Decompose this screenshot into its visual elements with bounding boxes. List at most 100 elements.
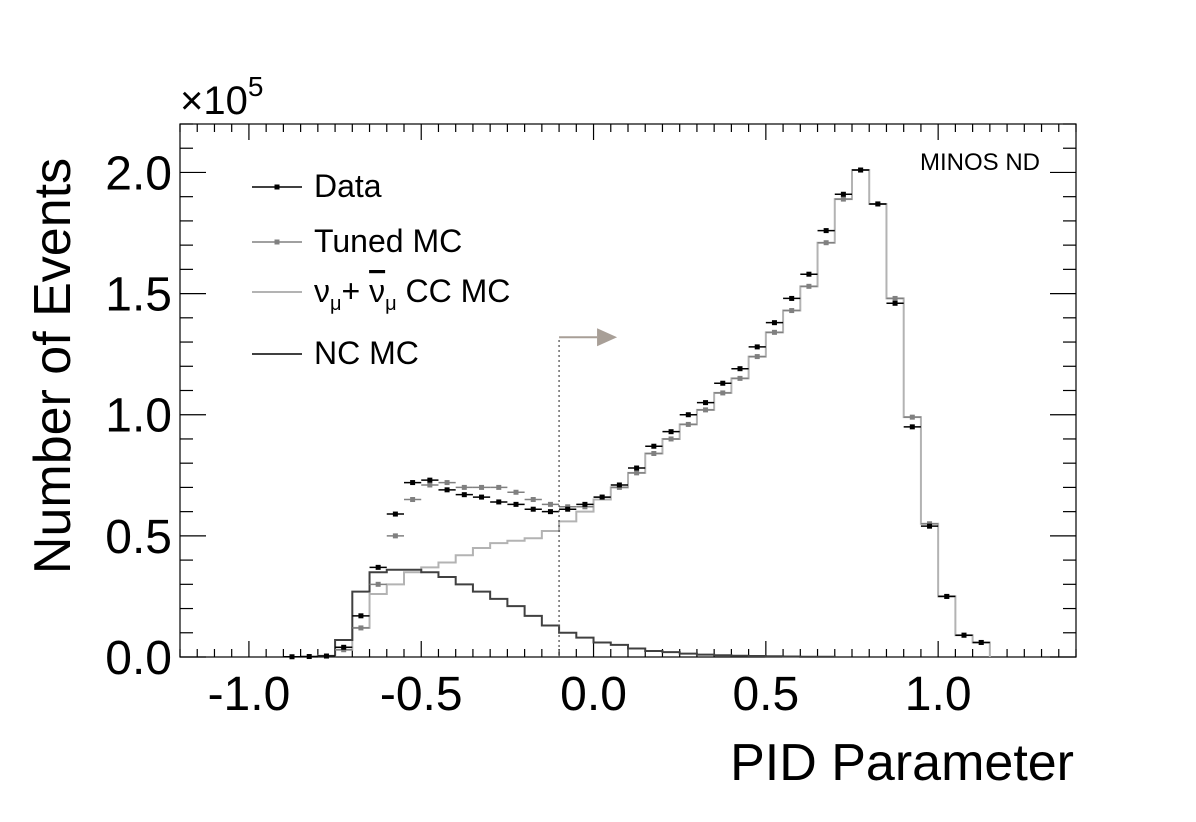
series-layer [283,167,991,660]
legend-entry-data: Data [252,168,382,204]
legend-label: Tuned MC [314,223,462,259]
series-tuned-mc-point [789,308,795,314]
series-data-point [375,564,381,570]
legend-entry-tuned: Tuned MC [252,223,462,259]
series-data-point [599,494,605,500]
series-tuned-mc-point [410,497,416,503]
series-data-point [392,511,398,517]
series-data-point [720,380,726,386]
x-axis-label: PID Parameter [730,734,1074,792]
series-tuned-mc-point [823,240,829,246]
series-tuned-mc-point [427,482,433,488]
legend-swatch-marker [274,184,280,190]
series-data-point [496,499,502,505]
series-data-point [703,400,709,406]
legend-label: Data [314,168,382,204]
series-data-point [289,654,295,660]
x-tick-label: 1.0 [905,668,972,721]
y-multiplier: ×105 [180,71,263,123]
series-data-point [823,228,829,234]
series-tuned-mc-point [892,295,898,301]
legend-label: NC MC [314,335,419,371]
series-tuned-mc-point [634,470,640,476]
x-axis-ticks: -1.0 -0.5 0.0 0.5 1.0 [179,124,1077,721]
series-data-point [582,501,588,507]
cut-marker [558,328,618,657]
series-tuned-mc-point [461,484,467,490]
series-data-point [323,653,329,659]
series-tuned-mc-point [547,501,553,507]
series-tuned-mc-point [737,375,743,381]
series-data-point [668,429,674,435]
series-tuned-mc-point [358,625,364,631]
series-data-point [875,201,881,207]
series-data-point [513,501,519,507]
series-data-point [978,639,984,645]
y-tick-label: 1.0 [105,390,172,443]
series-data-point [444,487,450,493]
series-data-point [565,506,571,512]
series-tuned-mc-point [651,450,657,456]
series-tuned-mc-point [685,421,691,427]
series-data-point [892,300,898,306]
series-data-point [651,443,657,449]
series-tuned-mc-point [375,581,381,587]
series-data-point [685,412,691,418]
series-data-point [306,654,312,660]
series-tuned-mc-point [720,390,726,396]
series-tuned-mc-point [530,497,536,503]
series-data-point [737,366,743,372]
series-data-point [634,465,640,471]
series-tuned-mc-point [909,414,915,420]
series-data-point [530,506,536,512]
series-data-point [909,424,915,430]
series-tuned-mc-point [806,283,812,289]
legend-swatch-marker [274,239,280,245]
legend: Data Tuned MC νμ+ νμ CC MC NC MC [252,168,510,371]
series-tuned-mc-point [479,484,485,490]
x-tick-label: 0.0 [560,668,627,721]
legend-entry-cc: νμ+ νμ CC MC [252,273,510,315]
series-data-point [461,492,467,498]
y-tick-label: 1.5 [105,269,172,322]
series-data-point [927,523,933,529]
series-tuned-mc-point [754,354,760,360]
series-data-point [754,344,760,350]
series-data-point [789,295,795,301]
annotation-label: MINOS ND [920,149,1040,176]
series-data-point [410,480,416,486]
series-data-point [547,509,553,515]
series-data-point [771,320,777,326]
y-tick-label: 0.0 [105,632,172,685]
series-data [283,167,990,660]
series-data-point [427,477,433,483]
x-tick-label: -0.5 [380,668,463,721]
y-axis-label: Number of Events [24,158,82,574]
series-data-point [961,632,967,638]
series-tuned-mc-point [668,436,674,442]
x-tick-label: 0.5 [732,668,799,721]
series-data-point [806,271,812,277]
series-data-point [616,482,622,488]
series-data-point [840,191,846,197]
series-tuned-mc-point [703,407,709,413]
series-tuned-mc-point [771,329,777,335]
y-axis-ticks: 0.0 0.5 1.0 1.5 2.0 [105,123,1076,685]
series-data-point [479,494,485,500]
series-tuned-mc-point [513,489,519,495]
cut-arrow-head [597,328,618,347]
series-data-point [358,613,364,619]
y-tick-label: 2.0 [105,147,172,200]
legend-label: νμ+ νμ CC MC [314,273,510,315]
series-data-point [858,167,864,173]
y-tick-label: 0.5 [105,511,172,564]
legend-entry-nc: NC MC [252,335,419,371]
series-tuned-mc-point [444,480,450,486]
series-nc-mc-line [316,568,836,658]
x-tick-label: -1.0 [208,668,291,721]
series-tuned-mc-point [840,196,846,202]
series-tuned-mc-point [392,533,398,539]
series-data-point [341,644,347,650]
series-data-point [944,593,950,599]
